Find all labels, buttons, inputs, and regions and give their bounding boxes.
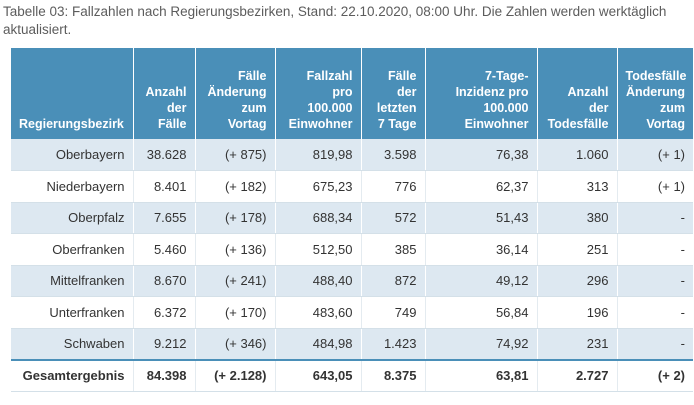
cell-faelle-aenderung: (+ 170) bbox=[195, 296, 276, 329]
total-anzahl-faelle: 84.398 bbox=[133, 358, 196, 392]
header-todesfaelle-aenderung: Todesfälle Änderung zum Vortag bbox=[617, 48, 693, 139]
table-row: Niederbayern 8.401 (+ 182) 675,23 776 62… bbox=[11, 170, 693, 203]
table-caption: Tabelle 03: Fallzahlen nach Regierungsbe… bbox=[3, 4, 667, 37]
table-row: Oberbayern 38.628 (+ 875) 819,98 3.598 7… bbox=[11, 139, 693, 171]
header-anzahl-faelle: Anzahl der Fälle bbox=[133, 48, 196, 139]
cell-7-tage-inzidenz: 62,37 bbox=[425, 170, 538, 203]
cell-7-tage-inzidenz: 51,43 bbox=[425, 202, 538, 234]
cell-anzahl-faelle: 6.372 bbox=[133, 296, 196, 329]
cell-anzahl-faelle: 38.628 bbox=[133, 139, 196, 171]
header-faelle-aenderung: Fälle Änderung zum Vortag bbox=[195, 48, 276, 139]
header-regierungsbezirk: Regierungsbezirk bbox=[11, 48, 134, 139]
cell-faelle-aenderung: (+ 875) bbox=[195, 139, 276, 171]
cell-regierungsbezirk: Oberfranken bbox=[11, 233, 134, 266]
cell-faelle-aenderung: (+ 178) bbox=[195, 202, 276, 234]
cell-todesfaelle-aenderung: - bbox=[617, 296, 693, 329]
cell-faelle-7-tage: 776 bbox=[361, 170, 426, 203]
total-todesfaelle-aenderung: (+ 2) bbox=[617, 358, 693, 392]
cell-anzahl-faelle: 5.460 bbox=[133, 233, 196, 266]
table-row: Oberpfalz 7.655 (+ 178) 688,34 572 51,43… bbox=[11, 202, 693, 234]
total-7-tage-inzidenz: 63,81 bbox=[425, 358, 538, 392]
cell-todesfaelle-aenderung: (+ 1) bbox=[617, 170, 693, 203]
cell-faelle-7-tage: 385 bbox=[361, 233, 426, 266]
cell-7-tage-inzidenz: 76,38 bbox=[425, 139, 538, 171]
cell-regierungsbezirk: Oberpfalz bbox=[11, 202, 134, 234]
cell-faelle-7-tage: 872 bbox=[361, 265, 426, 297]
total-faelle-aenderung: (+ 2.128) bbox=[195, 358, 276, 392]
cell-7-tage-inzidenz: 49,12 bbox=[425, 265, 538, 297]
cell-todesfaelle-aenderung: (+ 1) bbox=[617, 139, 693, 171]
cell-faelle-aenderung: (+ 346) bbox=[195, 328, 276, 360]
cell-faelle-7-tage: 572 bbox=[361, 202, 426, 234]
cell-fallzahl-pro-100000: 512,50 bbox=[275, 233, 362, 266]
cell-anzahl-todesfaelle: 196 bbox=[537, 296, 618, 329]
cell-fallzahl-pro-100000: 819,98 bbox=[275, 139, 362, 171]
cell-faelle-aenderung: (+ 182) bbox=[195, 170, 276, 203]
case-table: Regierungsbezirk Anzahl der Fälle Fälle … bbox=[11, 48, 693, 392]
cell-anzahl-todesfaelle: 313 bbox=[537, 170, 618, 203]
cell-todesfaelle-aenderung: - bbox=[617, 328, 693, 360]
total-row: Gesamtergebnis 84.398 (+ 2.128) 643,05 8… bbox=[11, 358, 693, 392]
cell-anzahl-faelle: 8.670 bbox=[133, 265, 196, 297]
cell-7-tage-inzidenz: 56,84 bbox=[425, 296, 538, 329]
cell-anzahl-faelle: 8.401 bbox=[133, 170, 196, 203]
cell-7-tage-inzidenz: 74,92 bbox=[425, 328, 538, 360]
cell-fallzahl-pro-100000: 488,40 bbox=[275, 265, 362, 297]
cell-7-tage-inzidenz: 36,14 bbox=[425, 233, 538, 266]
table-row: Unterfranken 6.372 (+ 170) 483,60 749 56… bbox=[11, 296, 693, 329]
cell-fallzahl-pro-100000: 484,98 bbox=[275, 328, 362, 360]
cell-faelle-aenderung: (+ 241) bbox=[195, 265, 276, 297]
cell-anzahl-faelle: 7.655 bbox=[133, 202, 196, 234]
cell-fallzahl-pro-100000: 483,60 bbox=[275, 296, 362, 329]
header-fallzahl-pro-100000: Fallzahl pro 100.000 Einwohner bbox=[275, 48, 362, 139]
cell-todesfaelle-aenderung: - bbox=[617, 265, 693, 297]
table-header-row: Regierungsbezirk Anzahl der Fälle Fälle … bbox=[11, 48, 693, 139]
cell-anzahl-faelle: 9.212 bbox=[133, 328, 196, 360]
cell-anzahl-todesfaelle: 251 bbox=[537, 233, 618, 266]
cell-anzahl-todesfaelle: 231 bbox=[537, 328, 618, 360]
cell-anzahl-todesfaelle: 1.060 bbox=[537, 139, 618, 171]
cell-regierungsbezirk: Schwaben bbox=[11, 328, 134, 360]
cell-fallzahl-pro-100000: 688,34 bbox=[275, 202, 362, 234]
cell-fallzahl-pro-100000: 675,23 bbox=[275, 170, 362, 203]
cell-regierungsbezirk: Oberbayern bbox=[11, 139, 134, 171]
cell-todesfaelle-aenderung: - bbox=[617, 233, 693, 266]
header-anzahl-todesfaelle: Anzahl der Todesfälle bbox=[537, 48, 618, 139]
table-row: Oberfranken 5.460 (+ 136) 512,50 385 36,… bbox=[11, 233, 693, 266]
cell-regierungsbezirk: Niederbayern bbox=[11, 170, 134, 203]
table-row: Mittelfranken 8.670 (+ 241) 488,40 872 4… bbox=[11, 265, 693, 297]
cell-faelle-7-tage: 1.423 bbox=[361, 328, 426, 360]
cell-todesfaelle-aenderung: - bbox=[617, 202, 693, 234]
total-fallzahl-pro-100000: 643,05 bbox=[275, 358, 362, 392]
table-row: Schwaben 9.212 (+ 346) 484,98 1.423 74,9… bbox=[11, 328, 693, 360]
header-7-tage-inzidenz: 7-Tage- Inzidenz pro 100.000 Einwohner bbox=[425, 48, 538, 139]
header-faelle-7-tage: Fälle der letzten 7 Tage bbox=[361, 48, 426, 139]
total-label: Gesamtergebnis bbox=[11, 358, 134, 392]
cell-faelle-7-tage: 749 bbox=[361, 296, 426, 329]
total-anzahl-todesfaelle: 2.727 bbox=[537, 358, 618, 392]
cell-faelle-aenderung: (+ 136) bbox=[195, 233, 276, 266]
cell-anzahl-todesfaelle: 380 bbox=[537, 202, 618, 234]
total-faelle-7-tage: 8.375 bbox=[361, 358, 426, 392]
cell-anzahl-todesfaelle: 296 bbox=[537, 265, 618, 297]
cell-faelle-7-tage: 3.598 bbox=[361, 139, 426, 171]
cell-regierungsbezirk: Unterfranken bbox=[11, 296, 134, 329]
cell-regierungsbezirk: Mittelfranken bbox=[11, 265, 134, 297]
